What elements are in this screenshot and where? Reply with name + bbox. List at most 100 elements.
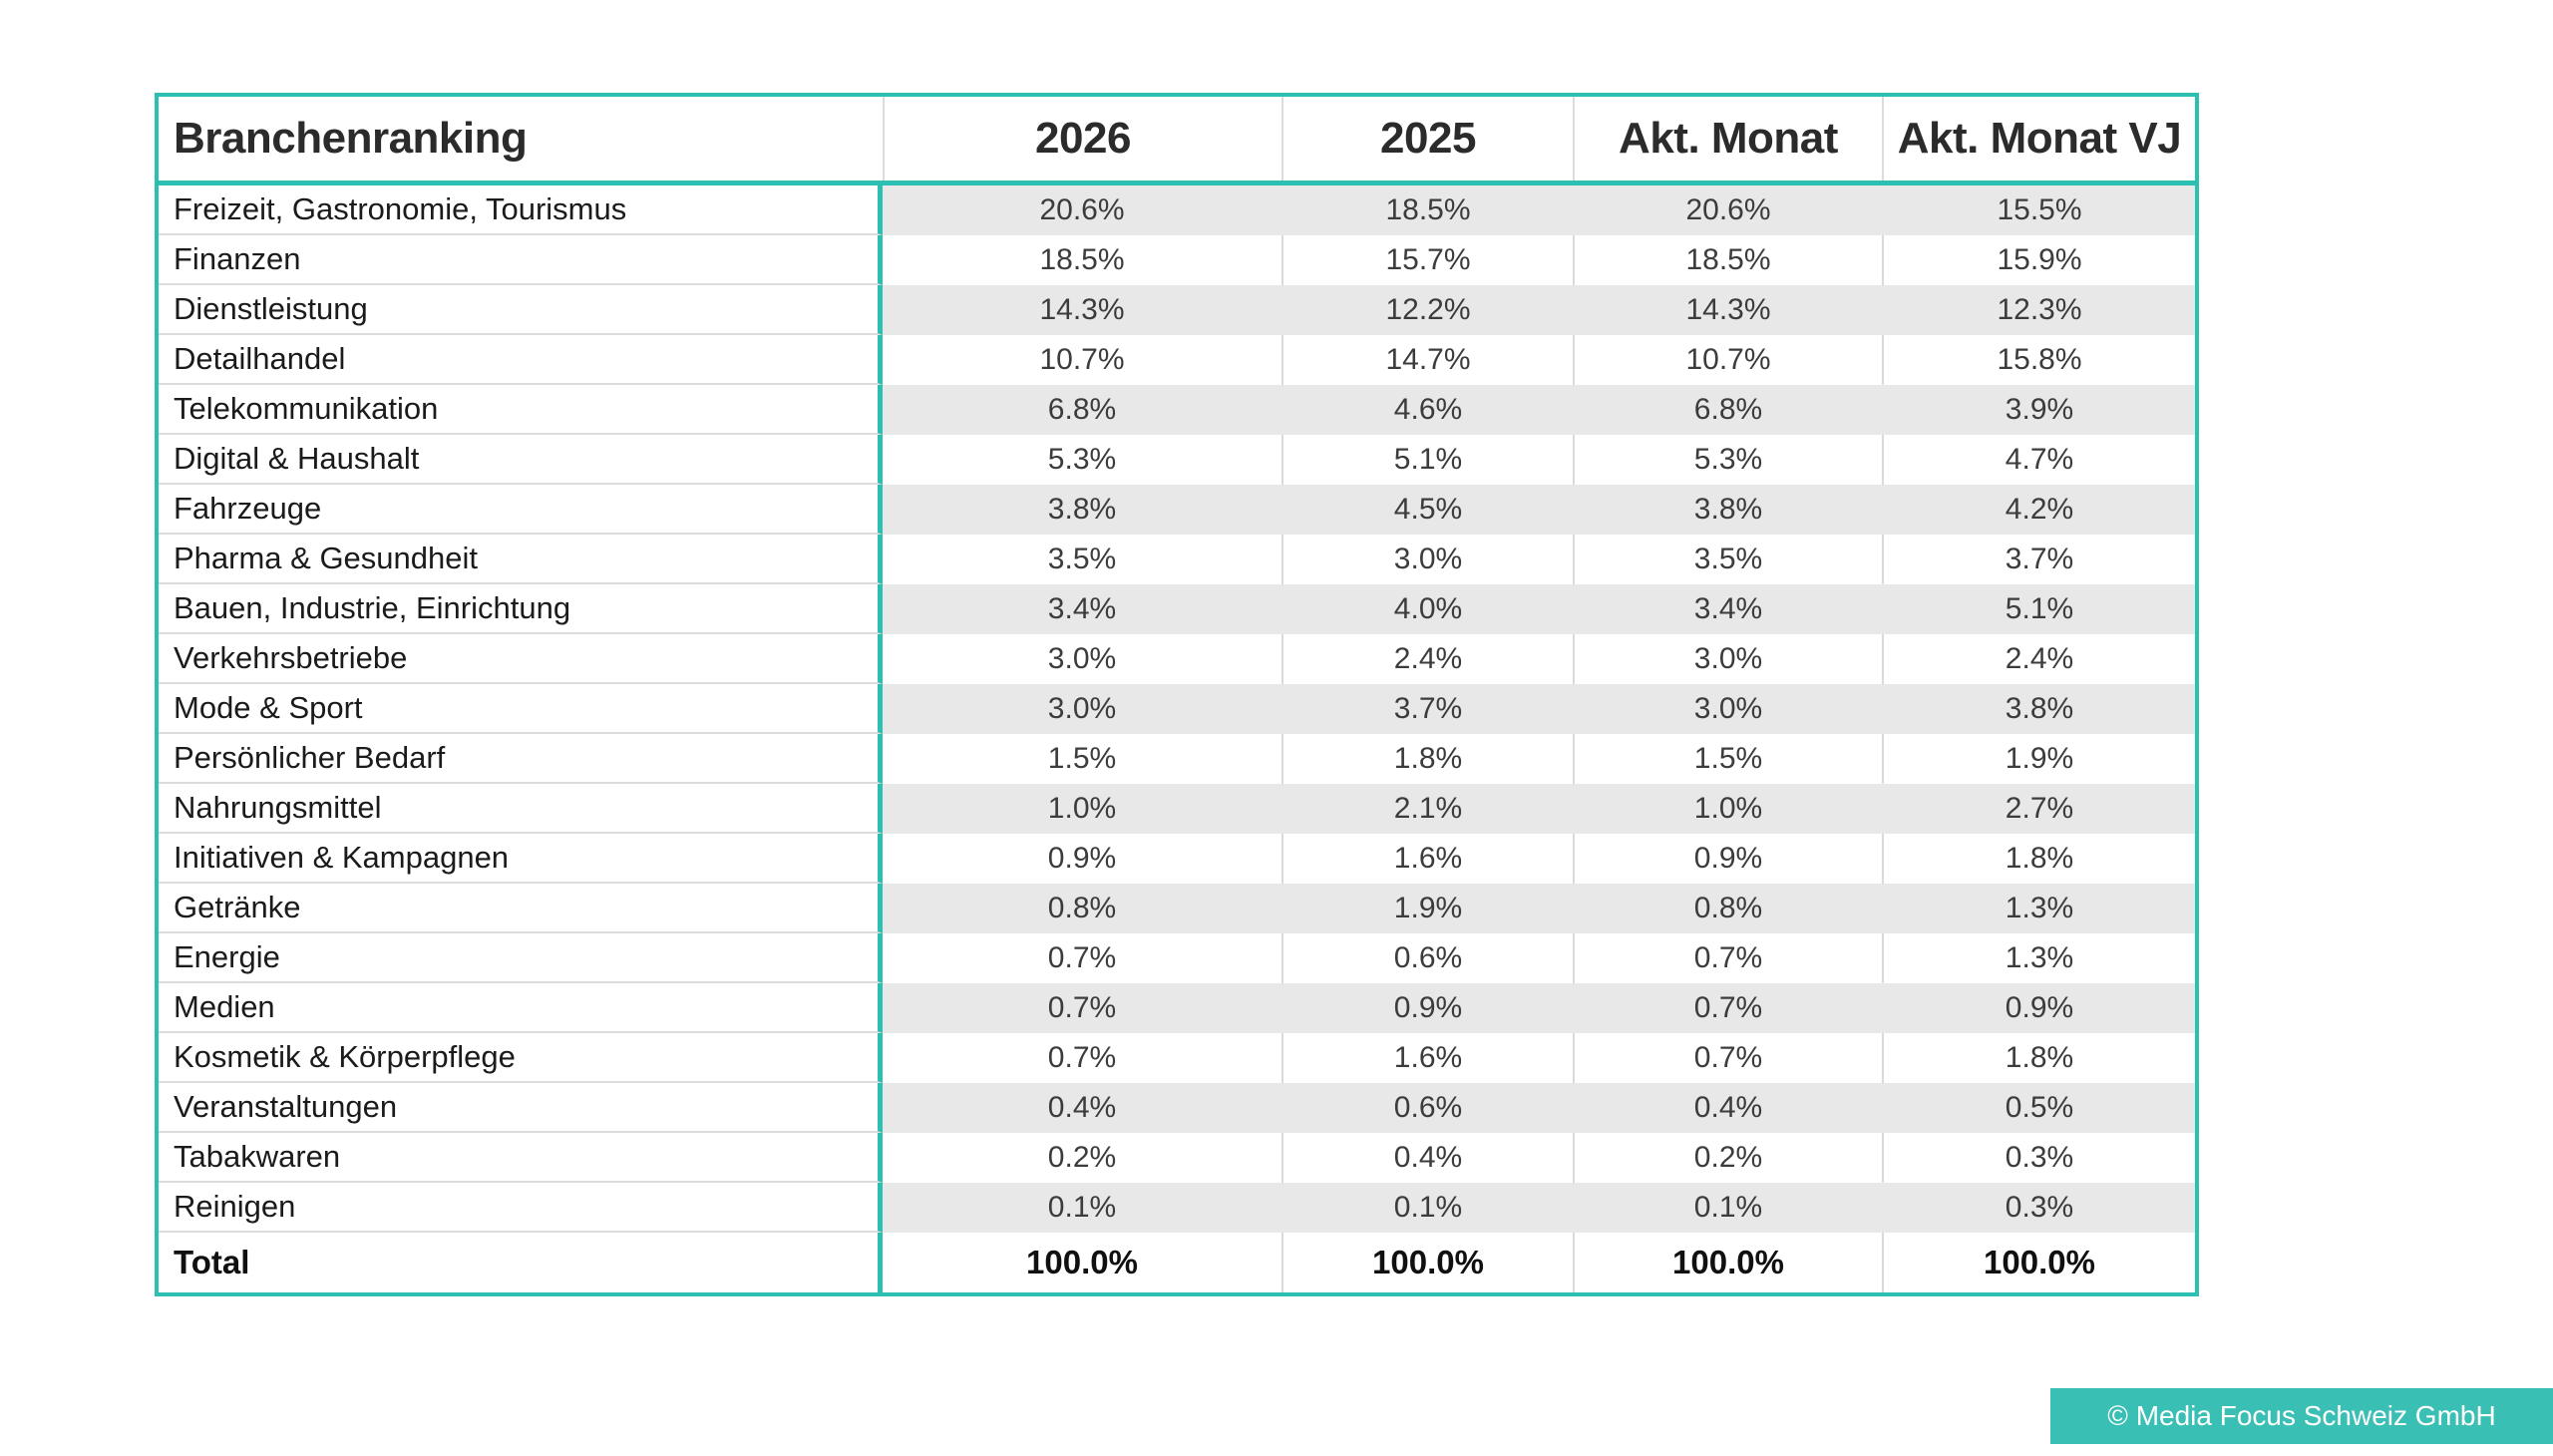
table-body: Freizeit, Gastronomie, Tourismus 20.6% 18.… (159, 185, 2195, 1233)
row-label: Telekommunikation (159, 385, 883, 435)
table-row: Mode & Sport 3.0% 3.7% 3.0% 3.8% (159, 684, 2195, 734)
branchenranking-table: Branchenranking 2026 2025 Akt. Monat Akt… (155, 93, 2199, 1296)
value-cell: 1.6% (1281, 1033, 1573, 1083)
value-cell: 1.6% (1281, 834, 1573, 884)
table-title: Branchenranking (174, 114, 528, 163)
row-label: Verkehrsbetriebe (159, 634, 883, 684)
value-cell: 1.0% (1573, 784, 1882, 834)
value-cell: 20.6% (1573, 185, 1882, 235)
value-cell: 0.9% (1047, 842, 1117, 875)
value-cell: 2.4% (1281, 634, 1573, 684)
table-row: Medien 0.7% 0.9% 0.7% 0.9% (159, 983, 2195, 1033)
value-cell: 3.8% (1573, 485, 1882, 535)
row-label: Pharma & Gesundheit (159, 535, 883, 584)
value-cell: 0.9% (1573, 834, 1882, 884)
column-header-2025: 2025 (1281, 97, 1573, 181)
value-cell: 0.6% (1281, 1083, 1573, 1133)
value-cell: 18.5% (1039, 243, 1125, 276)
table-row: Tabakwaren 0.2% 0.4% 0.2% 0.3% (159, 1133, 2195, 1183)
value-cell: 3.0% (1573, 684, 1882, 734)
value-cell: 0.7% (1047, 941, 1117, 974)
value-cell: 3.9% (1882, 385, 2195, 435)
table-row: Bauen, Industrie, Einrichtung 3.4% 4.0% 3.4… (159, 584, 2195, 634)
value-cell: 15.5% (1882, 185, 2195, 235)
value-cell: 0.1% (1573, 1183, 1882, 1233)
value-cell: 14.3% (1573, 285, 1882, 335)
table-row: Freizeit, Gastronomie, Tourismus 20.6% 18.… (159, 185, 2195, 235)
value-cell: 0.9% (1882, 983, 2195, 1033)
table-row: Pharma & Gesundheit 3.5% 3.0% 3.5% 3.7% (159, 535, 2195, 584)
value-cell: 0.8% (1573, 884, 1882, 933)
value-cell: 3.8% (1882, 684, 2195, 734)
value-cell: 3.7% (1882, 535, 2195, 584)
value-cell: 5.1% (1281, 435, 1573, 485)
row-label: Freizeit, Gastronomie, Tourismus (159, 185, 883, 235)
table-row: Telekommunikation 6.8% 4.6% 6.8% 3.9% (159, 385, 2195, 435)
value-cell: 0.3% (1882, 1183, 2195, 1233)
row-label: Finanzen (159, 235, 883, 285)
value-cell: 0.4% (1573, 1083, 1882, 1133)
value-cell: 15.7% (1281, 235, 1573, 285)
value-cell: 0.8% (883, 884, 1281, 933)
table-row: Kosmetik & Körperpflege 0.7% 1.6% 0.7% 1.8% (159, 1033, 2195, 1083)
value-cell: 0.4% (1281, 1133, 1573, 1183)
value-cell: 10.7% (1573, 335, 1882, 385)
value-cell: 14.3% (883, 285, 1281, 335)
value-cell: 1.8% (1281, 734, 1573, 784)
row-label: Reinigen (159, 1183, 883, 1233)
row-label: Persönlicher Bedarf (159, 734, 883, 784)
value-cell: 18.5% (1573, 235, 1882, 285)
row-label: Dienstleistung (159, 285, 883, 335)
value-cell: 1.0% (883, 784, 1281, 834)
value-cell: 4.7% (1882, 435, 2195, 485)
value-cell: 0.4% (883, 1083, 1281, 1133)
total-value-akt-monat-vj: 100.0% (1882, 1233, 2195, 1292)
value-cell: 0.7% (1573, 1033, 1882, 1083)
value-cell: 4.6% (1281, 385, 1573, 435)
value-cell: 15.8% (1882, 335, 2195, 385)
table-row: Getränke 0.8% 1.9% 0.8% 1.3% (159, 884, 2195, 933)
value-cell: 3.5% (1047, 543, 1117, 575)
table-row: Fahrzeuge 3.8% 4.5% 3.8% 4.2% (159, 485, 2195, 535)
value-cell: 0.7% (1047, 1041, 1117, 1074)
table-row: Initiativen & Kampagnen 0.9% 1.6% 0.9% 1.8% (159, 834, 2195, 884)
value-cell: 1.3% (1882, 933, 2195, 983)
value-cell: 12.3% (1882, 285, 2195, 335)
row-label: Initiativen & Kampagnen (159, 834, 883, 884)
row-label: Tabakwaren (159, 1133, 883, 1183)
row-label: Fahrzeuge (159, 485, 883, 535)
value-cell: 3.4% (1573, 584, 1882, 634)
copyright-text: © Media Focus Schweiz GmbH (2107, 1400, 2496, 1431)
row-label: Kosmetik & Körperpflege (159, 1033, 883, 1083)
table-row: Nahrungsmittel 1.0% 2.1% 1.0% 2.7% (159, 784, 2195, 834)
row-label: Medien (159, 983, 883, 1033)
value-cell: 0.7% (1573, 933, 1882, 983)
value-cell: 3.7% (1281, 684, 1573, 734)
value-cell: 1.5% (1573, 734, 1882, 784)
value-cell: 5.3% (1047, 443, 1117, 476)
value-cell: 3.5% (1573, 535, 1882, 584)
column-header-akt-monat: Akt. Monat (1573, 97, 1882, 181)
value-cell: 6.8% (883, 385, 1281, 435)
column-header-2026: 2026 (883, 97, 1281, 181)
value-cell: 0.1% (883, 1183, 1281, 1233)
total-value-akt-monat: 100.0% (1573, 1233, 1882, 1292)
value-cell: 0.9% (1281, 983, 1573, 1033)
value-cell: 3.8% (883, 485, 1281, 535)
value-cell: 0.1% (1281, 1183, 1573, 1233)
value-cell: 3.0% (883, 684, 1281, 734)
table-row: Dienstleistung 14.3% 12.2% 14.3% 12.3% (159, 285, 2195, 335)
row-label: Detailhandel (159, 335, 883, 385)
value-cell: 2.4% (1882, 634, 2195, 684)
value-cell: 0.6% (1281, 933, 1573, 983)
table-row: Verkehrsbetriebe 3.0% 2.4% 3.0% 2.4% (159, 634, 2195, 684)
value-cell: 3.0% (1281, 535, 1573, 584)
table-row: Digital & Haushalt 5.3% 5.1% 5.3% 4.7% (159, 435, 2195, 485)
value-cell: 15.9% (1882, 235, 2195, 285)
row-label: Bauen, Industrie, Einrichtung (159, 584, 883, 634)
row-label: Energie (159, 933, 883, 983)
value-cell: 1.9% (1882, 734, 2195, 784)
total-row: Total 100.0% 100.0% 100.0% 100.0% (159, 1233, 2195, 1292)
value-cell: 3.0% (1047, 642, 1117, 675)
row-label: Mode & Sport (159, 684, 883, 734)
